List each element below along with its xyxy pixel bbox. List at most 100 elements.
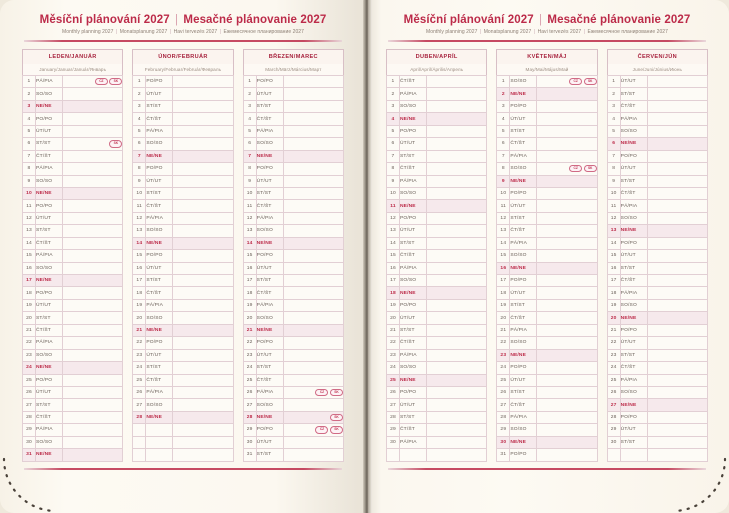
day-note-field[interactable] <box>646 174 708 188</box>
day-note-field[interactable] <box>61 336 124 350</box>
day-note-field[interactable]: CZ SK <box>282 423 344 437</box>
day-note-field[interactable] <box>61 410 124 425</box>
day-note-field[interactable] <box>536 87 598 101</box>
day-note-field[interactable] <box>61 87 124 101</box>
day-note-field[interactable] <box>536 261 598 276</box>
day-note-field[interactable] <box>536 348 598 363</box>
day-note-field[interactable] <box>61 373 124 387</box>
day-note-field[interactable] <box>536 124 598 139</box>
day-note-field[interactable] <box>536 286 598 300</box>
day-note-field[interactable] <box>61 211 124 226</box>
day-note-field[interactable] <box>646 298 708 313</box>
day-note-field[interactable] <box>282 361 344 375</box>
day-note-field[interactable] <box>646 236 708 251</box>
day-note-field[interactable] <box>425 249 488 263</box>
day-note-field[interactable] <box>172 236 234 251</box>
day-note-field[interactable] <box>425 385 488 400</box>
day-note-field[interactable]: SK <box>282 410 344 425</box>
day-note-field[interactable] <box>172 385 234 400</box>
day-note-field[interactable] <box>172 124 234 139</box>
day-note-field[interactable] <box>646 162 708 176</box>
day-note-field[interactable] <box>425 311 488 325</box>
day-note-field[interactable] <box>172 211 234 226</box>
day-note-field[interactable] <box>282 162 344 176</box>
day-note-field[interactable] <box>61 448 124 462</box>
day-note-field[interactable] <box>646 249 708 263</box>
day-note-field[interactable] <box>61 273 124 288</box>
day-note-field[interactable] <box>425 273 488 288</box>
day-note-field[interactable] <box>425 211 488 226</box>
day-note-field[interactable] <box>536 448 598 462</box>
day-note-field[interactable] <box>282 87 344 101</box>
day-note-field[interactable] <box>536 199 598 213</box>
day-note-field[interactable] <box>646 224 708 238</box>
day-note-field[interactable] <box>425 348 488 363</box>
day-note-field[interactable] <box>282 373 344 387</box>
day-note-field[interactable] <box>536 137 598 151</box>
day-note-field[interactable] <box>282 186 344 201</box>
day-note-field[interactable] <box>61 174 124 188</box>
day-note-field[interactable] <box>61 298 124 313</box>
day-note-field[interactable] <box>646 124 708 139</box>
day-note-field[interactable] <box>172 149 234 164</box>
day-note-field[interactable] <box>172 137 234 151</box>
day-note-field[interactable] <box>61 224 124 238</box>
day-note-field[interactable] <box>61 186 124 201</box>
day-note-field[interactable] <box>536 273 598 288</box>
day-note-field[interactable] <box>61 385 124 400</box>
day-note-field[interactable] <box>536 249 598 263</box>
day-note-field[interactable] <box>172 298 234 313</box>
day-note-field[interactable] <box>282 99 344 114</box>
day-note-field[interactable] <box>425 149 488 164</box>
day-note-field[interactable] <box>536 224 598 238</box>
day-note-field[interactable] <box>61 162 124 176</box>
day-note-field[interactable] <box>172 162 234 176</box>
day-note-field[interactable] <box>61 435 124 450</box>
day-note-field[interactable] <box>425 336 488 350</box>
day-note-field[interactable] <box>282 211 344 226</box>
day-note-field[interactable] <box>282 311 344 325</box>
day-note-field[interactable] <box>646 273 708 288</box>
day-note-field[interactable] <box>646 410 708 425</box>
day-note-field[interactable] <box>646 137 708 151</box>
day-note-field[interactable] <box>646 348 708 363</box>
day-note-field[interactable] <box>282 174 344 188</box>
day-note-field[interactable] <box>425 410 488 425</box>
day-note-field[interactable] <box>282 236 344 251</box>
day-note-field[interactable] <box>646 323 708 338</box>
day-note-field[interactable]: SK <box>61 137 124 151</box>
day-note-field[interactable] <box>172 311 234 325</box>
day-note-field[interactable] <box>425 199 488 213</box>
day-note-field[interactable] <box>646 199 708 213</box>
day-note-field[interactable] <box>425 373 488 387</box>
day-note-field[interactable] <box>282 298 344 313</box>
day-note-field[interactable] <box>646 87 708 101</box>
day-note-field[interactable] <box>646 373 708 387</box>
day-note-field[interactable] <box>536 174 598 188</box>
day-note-field[interactable] <box>282 261 344 276</box>
day-note-field[interactable] <box>172 99 234 114</box>
day-note-field[interactable]: CZ SK <box>282 385 344 400</box>
day-note-field[interactable] <box>61 423 124 437</box>
day-note-field[interactable] <box>172 112 234 126</box>
day-note-field[interactable] <box>425 186 488 201</box>
day-note-field[interactable] <box>536 385 598 400</box>
day-note-field[interactable] <box>425 112 488 126</box>
day-note-field[interactable] <box>172 361 234 375</box>
day-note-field[interactable] <box>425 423 488 437</box>
day-note-field[interactable]: CZ SK <box>61 74 124 89</box>
day-note-field[interactable] <box>536 323 598 338</box>
day-note-field[interactable] <box>61 149 124 164</box>
day-note-field[interactable] <box>282 273 344 288</box>
day-note-field[interactable] <box>172 174 234 188</box>
day-note-field[interactable] <box>536 99 598 114</box>
day-note-field[interactable] <box>282 323 344 338</box>
day-note-field[interactable] <box>282 224 344 238</box>
day-note-field[interactable] <box>425 298 488 313</box>
day-note-field[interactable] <box>282 249 344 263</box>
day-note-field[interactable] <box>646 99 708 114</box>
day-note-field[interactable] <box>172 74 234 89</box>
day-note-field[interactable] <box>536 373 598 387</box>
day-note-field[interactable] <box>536 410 598 425</box>
day-note-field[interactable] <box>536 435 598 450</box>
